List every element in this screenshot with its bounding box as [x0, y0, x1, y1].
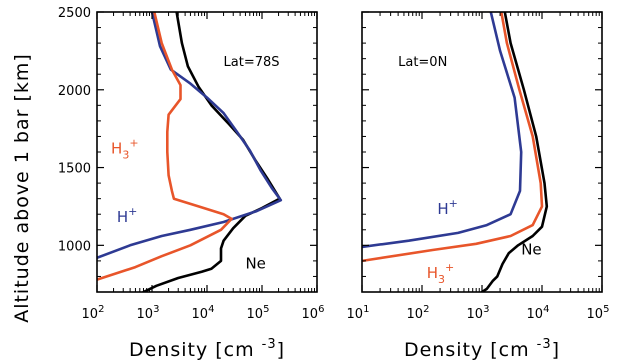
plot-frame — [96, 11, 318, 293]
series-line-ne — [480, 12, 549, 292]
series-label-ne: Ne — [245, 255, 265, 273]
y-tick-label: 2000 — [58, 84, 91, 99]
y-tick-label: 1000 — [58, 239, 91, 254]
x-tick-label: 105 — [587, 304, 610, 322]
series-label-h-plus: H+ — [117, 205, 137, 226]
latitude-annotation: Lat=0N — [398, 55, 447, 70]
x-tick-label: 103 — [137, 304, 160, 322]
y-axis-label: Altitude above 1 bar [km] — [11, 53, 33, 323]
x-tick-label: 104 — [527, 304, 550, 322]
x-tick-label: 101 — [347, 304, 370, 322]
series-label-h3-plus: H3+ — [427, 261, 455, 286]
series-label-h3-plus: H3+ — [111, 137, 138, 162]
series-label-h-plus: H+ — [437, 197, 458, 218]
y-tick-label: 1500 — [58, 162, 91, 177]
plot-frame — [361, 11, 603, 293]
x-tick-label: 105 — [247, 304, 270, 322]
panel-lat-0n: 101 102 103 104 105 Density [cm -3] Lat=0N Ne H+… — [347, 11, 610, 361]
series-line-h-plus — [362, 12, 523, 249]
x-axis-label: Density [cm -3] — [129, 337, 285, 361]
x-tick-label: 104 — [192, 304, 215, 322]
latitude-annotation: Lat=78S — [224, 55, 280, 70]
y-tick-label: 2500 — [58, 6, 91, 21]
series-line-h3-plus — [97, 12, 233, 281]
series-line-h3-plus — [362, 12, 544, 263]
x-tick-label: 106 — [302, 304, 325, 322]
x-tick-label: 102 — [407, 304, 430, 322]
x-tick-label: 102 — [82, 304, 105, 322]
x-tick-label: 103 — [467, 304, 490, 322]
series-label-ne: Ne — [521, 241, 541, 259]
x-axis-label: Density [cm -3] — [404, 337, 560, 361]
series-line-h-plus — [97, 12, 283, 260]
panel-lat-78s: 102 103 104 105 106 1000 1500 2000 2500 Density [… — [58, 6, 325, 361]
